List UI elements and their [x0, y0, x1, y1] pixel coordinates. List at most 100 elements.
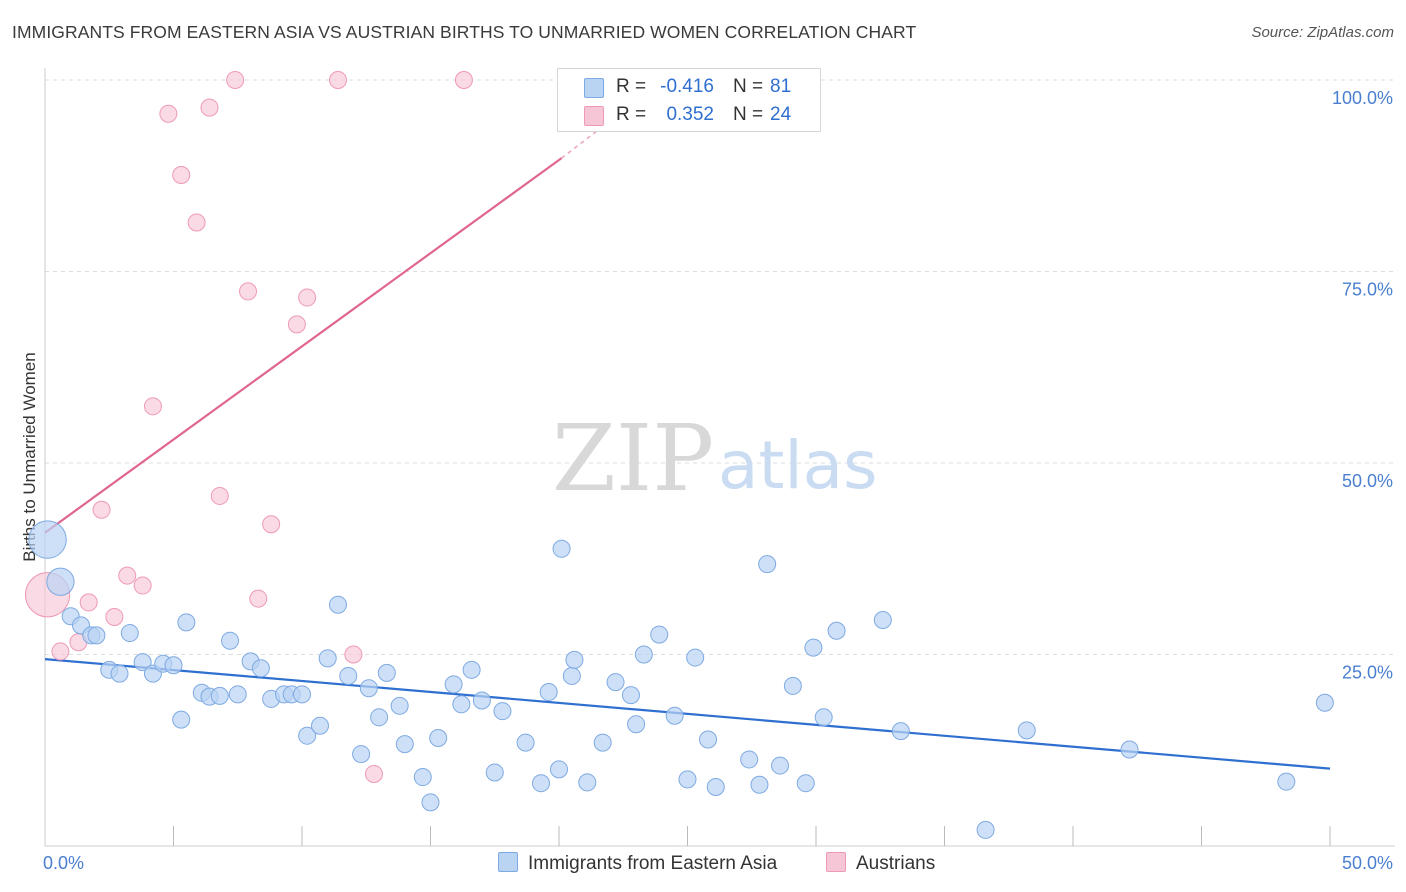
data-point-eastern-asia [251, 659, 270, 678]
data-point-eastern-asia [133, 653, 152, 672]
data-point-austrians [105, 607, 124, 626]
data-point-eastern-asia [634, 645, 653, 664]
bottom-legend-item-eastern-asia: Immigrants from Eastern Asia [498, 852, 777, 875]
data-point-eastern-asia [565, 650, 584, 669]
legend-r-label: R = [616, 104, 647, 125]
bottom-legend-label: Immigrants from Eastern Asia [528, 853, 778, 874]
data-point-eastern-asia [172, 710, 191, 729]
y-tick-label: 25.0% [1342, 663, 1393, 683]
data-point-eastern-asia [873, 611, 892, 630]
data-point-eastern-asia [665, 706, 684, 725]
data-point-austrians [92, 500, 111, 519]
data-point-eastern-asia [532, 774, 551, 793]
data-point-eastern-asia [228, 685, 247, 704]
data-point-austrians [239, 282, 258, 301]
grid-lines [45, 79, 1395, 655]
data-point-eastern-asia [444, 675, 463, 694]
axes [44, 68, 1395, 847]
data-point-eastern-asia [493, 702, 512, 721]
data-point-austrians [187, 213, 206, 232]
data-point-eastern-asia [485, 763, 504, 782]
data-point-austrians [287, 315, 306, 334]
data-point-austrians [118, 566, 137, 585]
data-point-eastern-asia [686, 648, 705, 667]
watermark: ZIP atlas [552, 405, 878, 512]
data-point-eastern-asia [814, 708, 833, 727]
watermark-zip: ZIP [552, 405, 714, 512]
watermark-atlas: atlas [718, 427, 878, 504]
x-tick-label: 50.0% [1342, 853, 1393, 873]
data-point-eastern-asia [177, 613, 196, 632]
data-point-eastern-asia [46, 567, 75, 596]
data-point-eastern-asia [413, 768, 432, 787]
legend-r-value: -0.416 [660, 76, 714, 97]
data-point-eastern-asia [429, 728, 448, 747]
data-point-austrians [262, 515, 281, 534]
data-point-eastern-asia [1277, 772, 1296, 791]
data-point-eastern-asia [550, 760, 568, 779]
legend-r-label: R = [616, 76, 647, 97]
data-point-austrians [143, 397, 162, 416]
data-point-eastern-asia [395, 735, 414, 754]
data-point-austrians [364, 764, 383, 783]
bottom-legend-item-austrians: Austrians [826, 852, 935, 875]
data-point-eastern-asia [516, 733, 535, 752]
y-axis-label: Births to Unmarried Women [20, 352, 39, 561]
legend-row-pink: R = 0.352 N = 24 [558, 100, 820, 128]
data-point-eastern-asia [1315, 693, 1334, 712]
data-point-austrians [454, 71, 473, 89]
data-point-eastern-asia [578, 773, 597, 792]
data-point-eastern-asia [310, 716, 329, 735]
data-point-eastern-asia [976, 820, 995, 839]
legend-n-value: 81 [770, 76, 792, 97]
trend-line-blue [44, 657, 1331, 770]
data-point-eastern-asia [1120, 740, 1139, 759]
data-point-eastern-asia [771, 756, 790, 775]
bottom-legend-swatch-blue [498, 852, 518, 872]
data-point-eastern-asia [210, 686, 229, 705]
data-point-austrians [298, 288, 317, 307]
data-point-austrians [51, 642, 70, 661]
trend-line-eastern-asia [44, 657, 1331, 770]
data-point-eastern-asia [352, 745, 371, 764]
data-point-eastern-asia [804, 638, 823, 657]
data-point-eastern-asia [678, 770, 697, 789]
y-tick-label: 50.0% [1342, 471, 1393, 491]
legend-n-value: 24 [770, 104, 792, 125]
data-point-eastern-asia [552, 539, 571, 558]
data-point-eastern-asia [1017, 721, 1036, 740]
data-point-eastern-asia [650, 625, 669, 644]
data-point-eastern-asia [452, 695, 471, 714]
data-point-eastern-asia [318, 649, 337, 668]
data-point-eastern-asia [377, 663, 396, 682]
data-point-eastern-asia [606, 673, 625, 692]
legend-n-label: N = [733, 104, 764, 125]
data-point-austrians [226, 71, 245, 89]
data-point-eastern-asia [539, 683, 558, 702]
data-point-austrians [172, 165, 191, 184]
bottom-legend-label: Austrians [856, 853, 936, 874]
correlation-legend: R = -0.416 N = 81 R = 0.352 N = 24 [557, 68, 821, 132]
data-point-austrians [328, 71, 347, 89]
data-point-eastern-asia [339, 666, 358, 685]
legend-row-blue: R = -0.416 N = 81 [558, 72, 820, 100]
data-point-eastern-asia [750, 775, 769, 794]
data-point-eastern-asia [390, 696, 409, 715]
bottom-legend-swatch-pink [826, 852, 846, 872]
data-point-eastern-asia [421, 793, 440, 812]
data-point-eastern-asia [740, 750, 759, 769]
data-point-eastern-asia [359, 679, 378, 698]
data-point-austrians [344, 645, 363, 664]
data-point-eastern-asia [110, 664, 129, 683]
legend-swatch-blue [584, 78, 604, 98]
data-point-austrians [159, 104, 178, 123]
legend-swatch-pink [584, 106, 604, 126]
data-point-austrians [79, 593, 98, 612]
data-point-eastern-asia [562, 666, 581, 685]
data-point-eastern-asia [328, 595, 347, 614]
trend-line-austrians [44, 157, 563, 534]
data-point-eastern-asia [621, 686, 640, 705]
points-eastern-asia [28, 520, 1334, 839]
legend-r-value: 0.352 [666, 104, 714, 125]
data-point-eastern-asia [293, 685, 311, 704]
